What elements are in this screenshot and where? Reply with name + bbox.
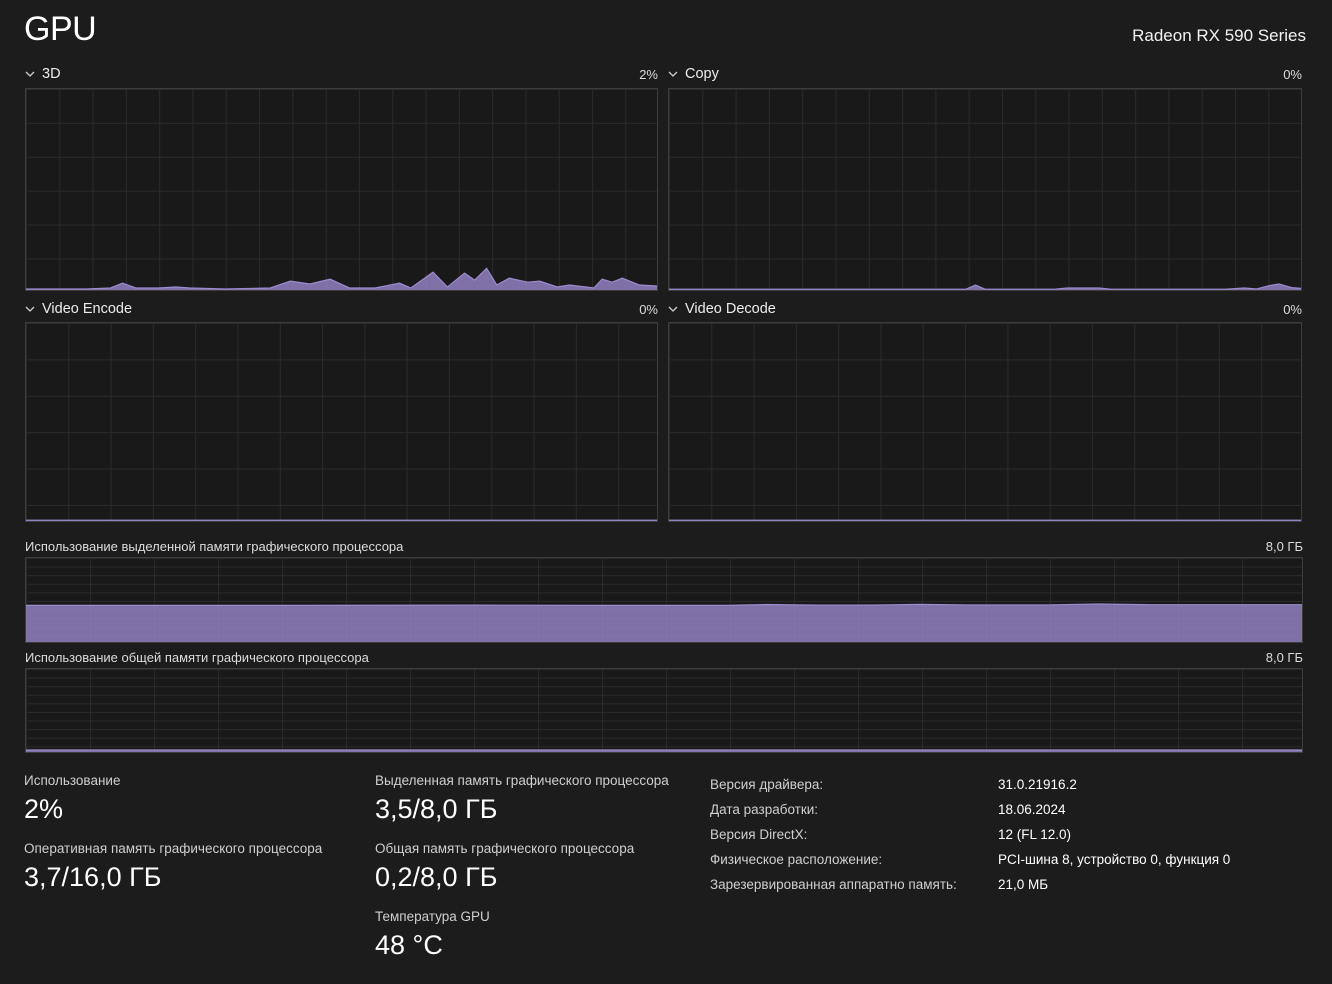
stat-value: 2%: [24, 794, 64, 824]
stat-value: 3,7/16,0 ГБ: [24, 862, 162, 892]
chevron-down-icon[interactable]: [668, 306, 678, 312]
detail-directx-version: Версия DirectX: 12 (FL 12.0): [710, 822, 1230, 847]
driver-details: Версия драйвера: 31.0.21916.2 Дата разра…: [710, 772, 1230, 897]
stat-dedicated-memory: Выделенная память графического процессор…: [375, 772, 669, 826]
chart-value-copy: 0%: [1283, 66, 1302, 82]
stats-column-2: Выделенная память графического процессор…: [375, 772, 669, 976]
page-title: GPU: [24, 10, 97, 48]
shared-memory-header: Использование общей памяти графического …: [25, 650, 1303, 665]
chevron-down-icon[interactable]: [25, 306, 35, 312]
chart-video-encode-graph: [25, 322, 658, 522]
detail-label: Версия драйвера:: [710, 777, 824, 792]
detail-label: Зарезервированная аппаратно память:: [710, 877, 957, 892]
chart-value-3d: 2%: [639, 66, 658, 82]
detail-driver-version: Версия драйвера: 31.0.21916.2: [710, 772, 1230, 797]
stat-value: 48 °C: [375, 930, 443, 960]
stat-label: Температура GPU: [375, 909, 490, 924]
chart-3d-graph: [25, 88, 658, 291]
gpu-adapter-name: Radeon RX 590 Series: [1132, 26, 1306, 45]
stat-value: 0,2/8,0 ГБ: [375, 862, 498, 892]
detail-value: 21,0 МБ: [998, 877, 1049, 892]
chart-title-video-encode: Video Encode: [42, 301, 133, 317]
detail-value: PCI-шина 8, устройство 0, функция 0: [998, 852, 1231, 867]
chart-dedicated-memory-graph: [25, 557, 1303, 643]
detail-label: Дата разработки:: [710, 802, 819, 817]
chart-copy-graph: [668, 88, 1302, 291]
chart-video-decode-graph: [668, 322, 1302, 522]
stat-label: Оперативная память графического процессо…: [24, 841, 323, 856]
stats-column-1: Использование 2% Оперативная память граф…: [24, 772, 322, 908]
chart-header-3d[interactable]: 3D 2%: [25, 64, 658, 84]
chevron-down-icon[interactable]: [668, 71, 678, 77]
detail-value: 12 (FL 12.0): [998, 827, 1072, 842]
stat-label: Выделенная память графического процессор…: [375, 773, 669, 788]
dedicated-memory-max: 8,0 ГБ: [1265, 539, 1303, 554]
chart-shared-memory-graph: [25, 668, 1303, 753]
chart-header-video-encode[interactable]: Video Encode 0%: [25, 299, 658, 319]
detail-physical-location: Физическое расположение: PCI-шина 8, уст…: [710, 847, 1230, 872]
stat-label: Общая память графического процессора: [375, 841, 635, 856]
detail-label: Версия DirectX:: [710, 827, 808, 842]
chart-title-3d: 3D: [42, 66, 61, 82]
chart-value-video-decode: 0%: [1283, 301, 1302, 317]
chart-header-video-decode[interactable]: Video Decode 0%: [668, 299, 1302, 319]
detail-label: Физическое расположение:: [710, 852, 883, 867]
shared-memory-label: Использование общей памяти графического …: [25, 650, 369, 665]
chart-title-copy: Copy: [685, 66, 719, 82]
chart-title-video-decode: Video Decode: [685, 301, 776, 317]
chart-header-copy[interactable]: Copy 0%: [668, 64, 1302, 84]
chart-value-video-encode: 0%: [639, 301, 658, 317]
stat-utilization: Использование 2%: [24, 772, 322, 826]
detail-value: 31.0.21916.2: [998, 777, 1077, 792]
stat-label: Использование: [24, 773, 121, 788]
dedicated-memory-label: Использование выделенной памяти графичес…: [25, 539, 404, 554]
stat-value: 3,5/8,0 ГБ: [375, 794, 498, 824]
detail-value: 18.06.2024: [998, 802, 1066, 817]
dedicated-memory-header: Использование выделенной памяти графичес…: [25, 539, 1303, 554]
chevron-down-icon[interactable]: [25, 71, 35, 77]
shared-memory-max: 8,0 ГБ: [1265, 650, 1303, 665]
stat-gpu-system-memory: Оперативная память графического процессо…: [24, 840, 322, 894]
detail-reserved-memory: Зарезервированная аппаратно память: 21,0…: [710, 872, 1230, 897]
stat-gpu-temperature: Температура GPU 48 °C: [375, 908, 669, 962]
detail-driver-date: Дата разработки: 18.06.2024: [710, 797, 1230, 822]
stat-shared-memory: Общая память графического процессора 0,2…: [375, 840, 669, 894]
